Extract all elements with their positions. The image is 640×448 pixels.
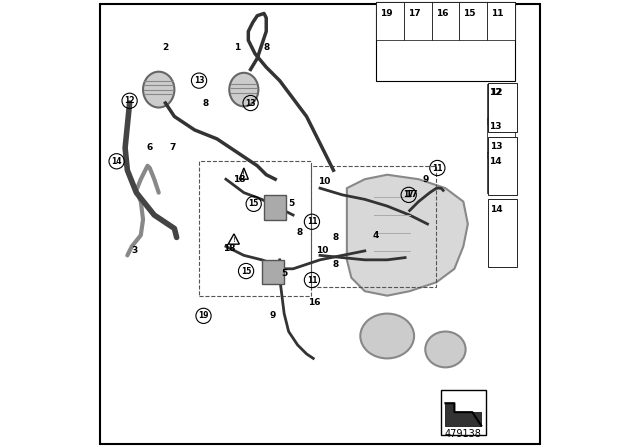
Bar: [376, 2, 404, 40]
Text: 17: 17: [408, 9, 420, 18]
Text: 11: 11: [307, 217, 317, 226]
Text: 14: 14: [490, 205, 502, 214]
Text: 13: 13: [490, 122, 502, 131]
Polygon shape: [228, 234, 239, 244]
Text: 12: 12: [490, 88, 502, 97]
Text: 8: 8: [333, 233, 339, 242]
Text: 16: 16: [308, 298, 321, 307]
Polygon shape: [445, 403, 481, 426]
Text: 11: 11: [492, 9, 504, 18]
Text: 9: 9: [270, 311, 276, 320]
Polygon shape: [239, 168, 248, 179]
Bar: [441, 390, 486, 435]
Text: 14: 14: [490, 157, 502, 166]
Bar: [376, 2, 515, 81]
Text: 11: 11: [307, 276, 317, 284]
Text: 15: 15: [241, 267, 252, 276]
Text: !: !: [243, 171, 245, 177]
Text: 11: 11: [432, 164, 443, 172]
Ellipse shape: [229, 73, 259, 107]
Text: 8: 8: [203, 99, 209, 108]
Bar: [264, 195, 287, 220]
Text: 12: 12: [124, 96, 135, 105]
Text: 3: 3: [131, 246, 137, 255]
Text: 5: 5: [281, 269, 287, 278]
Bar: [487, 152, 515, 193]
Text: 12: 12: [490, 88, 502, 97]
Ellipse shape: [425, 332, 466, 367]
Bar: [488, 137, 517, 195]
Polygon shape: [347, 175, 468, 296]
Text: 18: 18: [233, 175, 246, 184]
Text: 17: 17: [403, 190, 414, 199]
Text: 8: 8: [297, 228, 303, 237]
Text: 13: 13: [194, 76, 204, 85]
Bar: [487, 2, 515, 40]
Text: 10: 10: [316, 246, 328, 255]
Text: 479138: 479138: [445, 429, 482, 439]
Text: 13: 13: [245, 99, 256, 108]
Bar: [487, 83, 515, 124]
Bar: [460, 2, 487, 40]
Text: 8: 8: [263, 43, 269, 52]
Bar: [487, 118, 515, 158]
Bar: [488, 83, 517, 132]
Text: 18: 18: [223, 244, 236, 253]
Text: 13: 13: [490, 142, 502, 151]
Bar: [488, 199, 517, 267]
Bar: [431, 2, 460, 40]
Bar: [199, 161, 311, 296]
Text: 15: 15: [248, 199, 259, 208]
Text: 14: 14: [111, 157, 122, 166]
Text: 16: 16: [436, 9, 448, 18]
Text: 17: 17: [406, 190, 418, 199]
Text: !: !: [232, 237, 236, 243]
Ellipse shape: [360, 314, 414, 358]
Text: 7: 7: [169, 143, 175, 152]
Bar: [404, 2, 431, 40]
Text: 9: 9: [422, 175, 428, 184]
Text: 15: 15: [463, 9, 476, 18]
Text: 5: 5: [288, 199, 294, 208]
Text: 19: 19: [380, 9, 393, 18]
Ellipse shape: [143, 72, 175, 108]
Text: 4: 4: [373, 231, 379, 240]
Text: 6: 6: [147, 143, 153, 152]
Text: 2: 2: [163, 43, 168, 52]
Text: 1: 1: [234, 43, 240, 52]
Text: 8: 8: [333, 260, 339, 269]
Text: 10: 10: [318, 177, 331, 186]
Bar: [262, 260, 284, 284]
Text: 19: 19: [198, 311, 209, 320]
Bar: [311, 166, 436, 287]
